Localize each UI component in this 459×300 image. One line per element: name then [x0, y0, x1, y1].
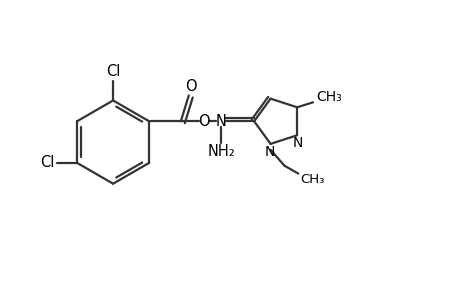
Text: NH₂: NH₂ [207, 145, 235, 160]
Text: N: N [264, 145, 274, 159]
Text: O: O [185, 79, 196, 94]
Text: O: O [197, 114, 209, 129]
Text: N: N [216, 114, 226, 129]
Text: CH₃: CH₃ [299, 173, 324, 186]
Text: N: N [292, 136, 302, 150]
Text: Cl: Cl [40, 155, 55, 170]
Text: CH₃: CH₃ [315, 90, 341, 104]
Text: Cl: Cl [106, 64, 120, 79]
